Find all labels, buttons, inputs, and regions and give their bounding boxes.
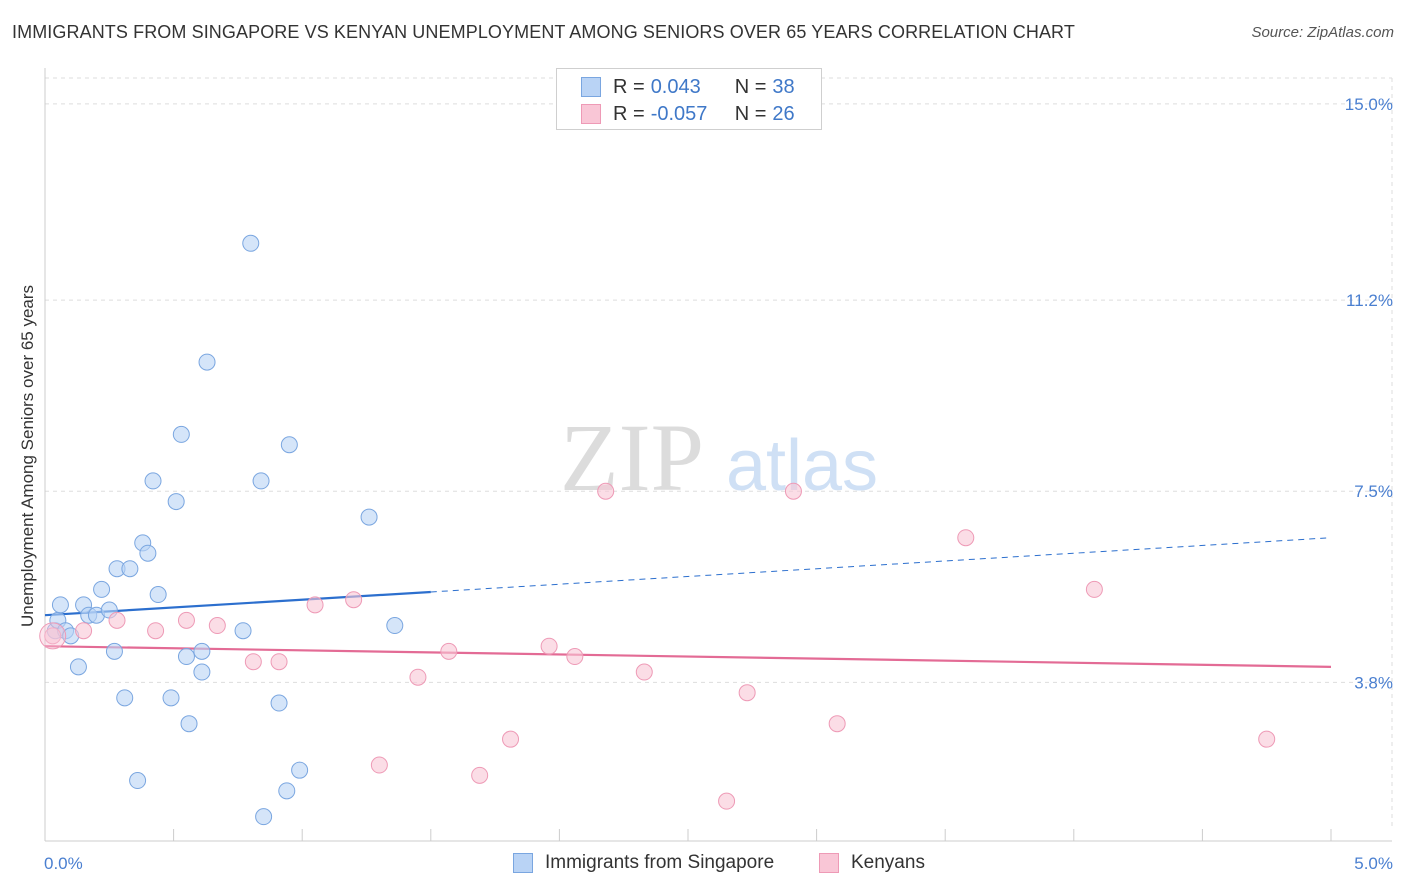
legend-n-value: 26: [772, 102, 795, 125]
stats-legend: R = 0.043 N = 38 R = -0.057 N = 26: [556, 68, 822, 130]
point-singapore: [278, 782, 296, 800]
point-singapore: [116, 689, 134, 707]
point-kenyans: [345, 591, 363, 609]
y-axis-label: Unemployment Among Seniors over 65 years: [18, 285, 37, 627]
point-singapore: [252, 472, 270, 490]
chart-title: IMMIGRANTS FROM SINGAPORE VS KENYAN UNEM…: [12, 22, 1075, 42]
bottom-legend-swatch-blue: [513, 853, 533, 873]
y-tick-label: 11.2%: [1346, 291, 1393, 310]
point-kenyans: [635, 663, 653, 681]
trend-line-kenyans: [44, 645, 1332, 668]
point-kenyans: [270, 653, 288, 671]
point-singapore: [167, 493, 185, 511]
y-tick-label: 15.0%: [1345, 95, 1393, 114]
x-tick-label: 5.0%: [1354, 854, 1393, 873]
bottom-legend-label: Immigrants from Singapore: [545, 852, 775, 873]
point-kenyans: [784, 482, 802, 500]
x-tick-labels: 0.0% 5.0%: [44, 854, 1393, 873]
trend-line-singapore-dashed: [430, 537, 1332, 593]
legend-row-singapore: R = 0.043 N = 38: [581, 75, 795, 99]
point-singapore: [255, 808, 273, 826]
legend-n-label: N =: [734, 75, 767, 98]
series-singapore-points: [46, 234, 404, 826]
point-singapore: [193, 642, 211, 660]
x-tick-label: 0.0%: [44, 854, 83, 873]
point-singapore: [149, 586, 167, 604]
point-singapore: [93, 580, 111, 598]
watermark: ZIP atlas: [560, 404, 878, 511]
point-kenyans: [306, 596, 324, 614]
point-singapore: [69, 658, 87, 676]
legend-r-value: 0.043: [650, 75, 701, 98]
y-tick-label: 3.8%: [1354, 673, 1393, 692]
point-kenyans: [44, 627, 62, 645]
bottom-legend-singapore: Immigrants from Singapore: [513, 852, 774, 874]
point-kenyans-cluster: [39, 622, 67, 650]
bottom-legend: Immigrants from Singapore Kenyans: [0, 852, 1406, 878]
point-kenyans: [208, 617, 226, 635]
point-kenyans: [244, 653, 262, 671]
y-tick-label: 7.5%: [1354, 482, 1393, 501]
y-tick-labels: 3.8% 7.5% 11.2% 15.0%: [1345, 95, 1393, 693]
source-label: Source: ZipAtlas.com: [1251, 24, 1394, 41]
legend-r-value: -0.057: [650, 102, 708, 125]
bottom-legend-swatch-pink: [819, 853, 839, 873]
point-kenyans: [108, 611, 126, 629]
point-singapore: [270, 694, 288, 712]
point-singapore: [144, 472, 162, 490]
point-kenyans: [502, 730, 520, 748]
point-kenyans: [957, 529, 975, 547]
point-kenyans: [1085, 580, 1103, 598]
point-singapore: [121, 560, 139, 578]
point-singapore: [234, 622, 252, 640]
point-kenyans: [440, 642, 458, 660]
point-singapore: [360, 508, 378, 526]
legend-swatch-blue: [581, 77, 601, 97]
point-singapore: [180, 715, 198, 733]
point-kenyans: [738, 684, 756, 702]
bottom-legend-kenyans: Kenyans: [819, 852, 925, 874]
point-singapore: [177, 648, 195, 666]
point-kenyans: [828, 715, 846, 733]
point-kenyans: [409, 668, 427, 686]
point-singapore: [129, 772, 147, 790]
legend-n-label: N =: [734, 102, 767, 125]
point-singapore: [198, 353, 216, 371]
legend-n-value: 38: [772, 75, 795, 98]
watermark-atlas: atlas: [726, 426, 878, 506]
grid-lines: [45, 77, 1393, 827]
point-singapore: [291, 761, 309, 779]
point-singapore: [242, 234, 260, 252]
legend-row-kenyans: R = -0.057 N = 26: [581, 102, 795, 126]
point-kenyans: [75, 622, 93, 640]
point-kenyans: [471, 766, 489, 784]
point-singapore: [139, 544, 157, 562]
point-kenyans: [1258, 730, 1276, 748]
point-singapore: [172, 425, 190, 443]
point-kenyans: [718, 792, 736, 810]
watermark-zip: ZIP: [560, 404, 704, 511]
point-singapore: [280, 436, 298, 454]
point-singapore: [162, 689, 180, 707]
point-kenyans: [540, 637, 558, 655]
point-kenyans: [566, 648, 584, 666]
point-singapore: [51, 596, 69, 614]
point-kenyans: [370, 756, 388, 774]
legend-r-label: R =: [613, 102, 645, 125]
point-kenyans: [147, 622, 165, 640]
legend-swatch-pink: [581, 104, 601, 124]
trend-lines: [44, 537, 1332, 668]
point-singapore: [193, 663, 211, 681]
bottom-legend-label: Kenyans: [851, 852, 925, 873]
legend-r-label: R =: [613, 75, 645, 98]
point-singapore: [386, 617, 404, 635]
axes: [44, 68, 1392, 842]
point-singapore: [105, 642, 123, 660]
series-kenyans-points: [39, 482, 1276, 810]
point-kenyans: [597, 482, 615, 500]
point-kenyans: [177, 611, 195, 629]
